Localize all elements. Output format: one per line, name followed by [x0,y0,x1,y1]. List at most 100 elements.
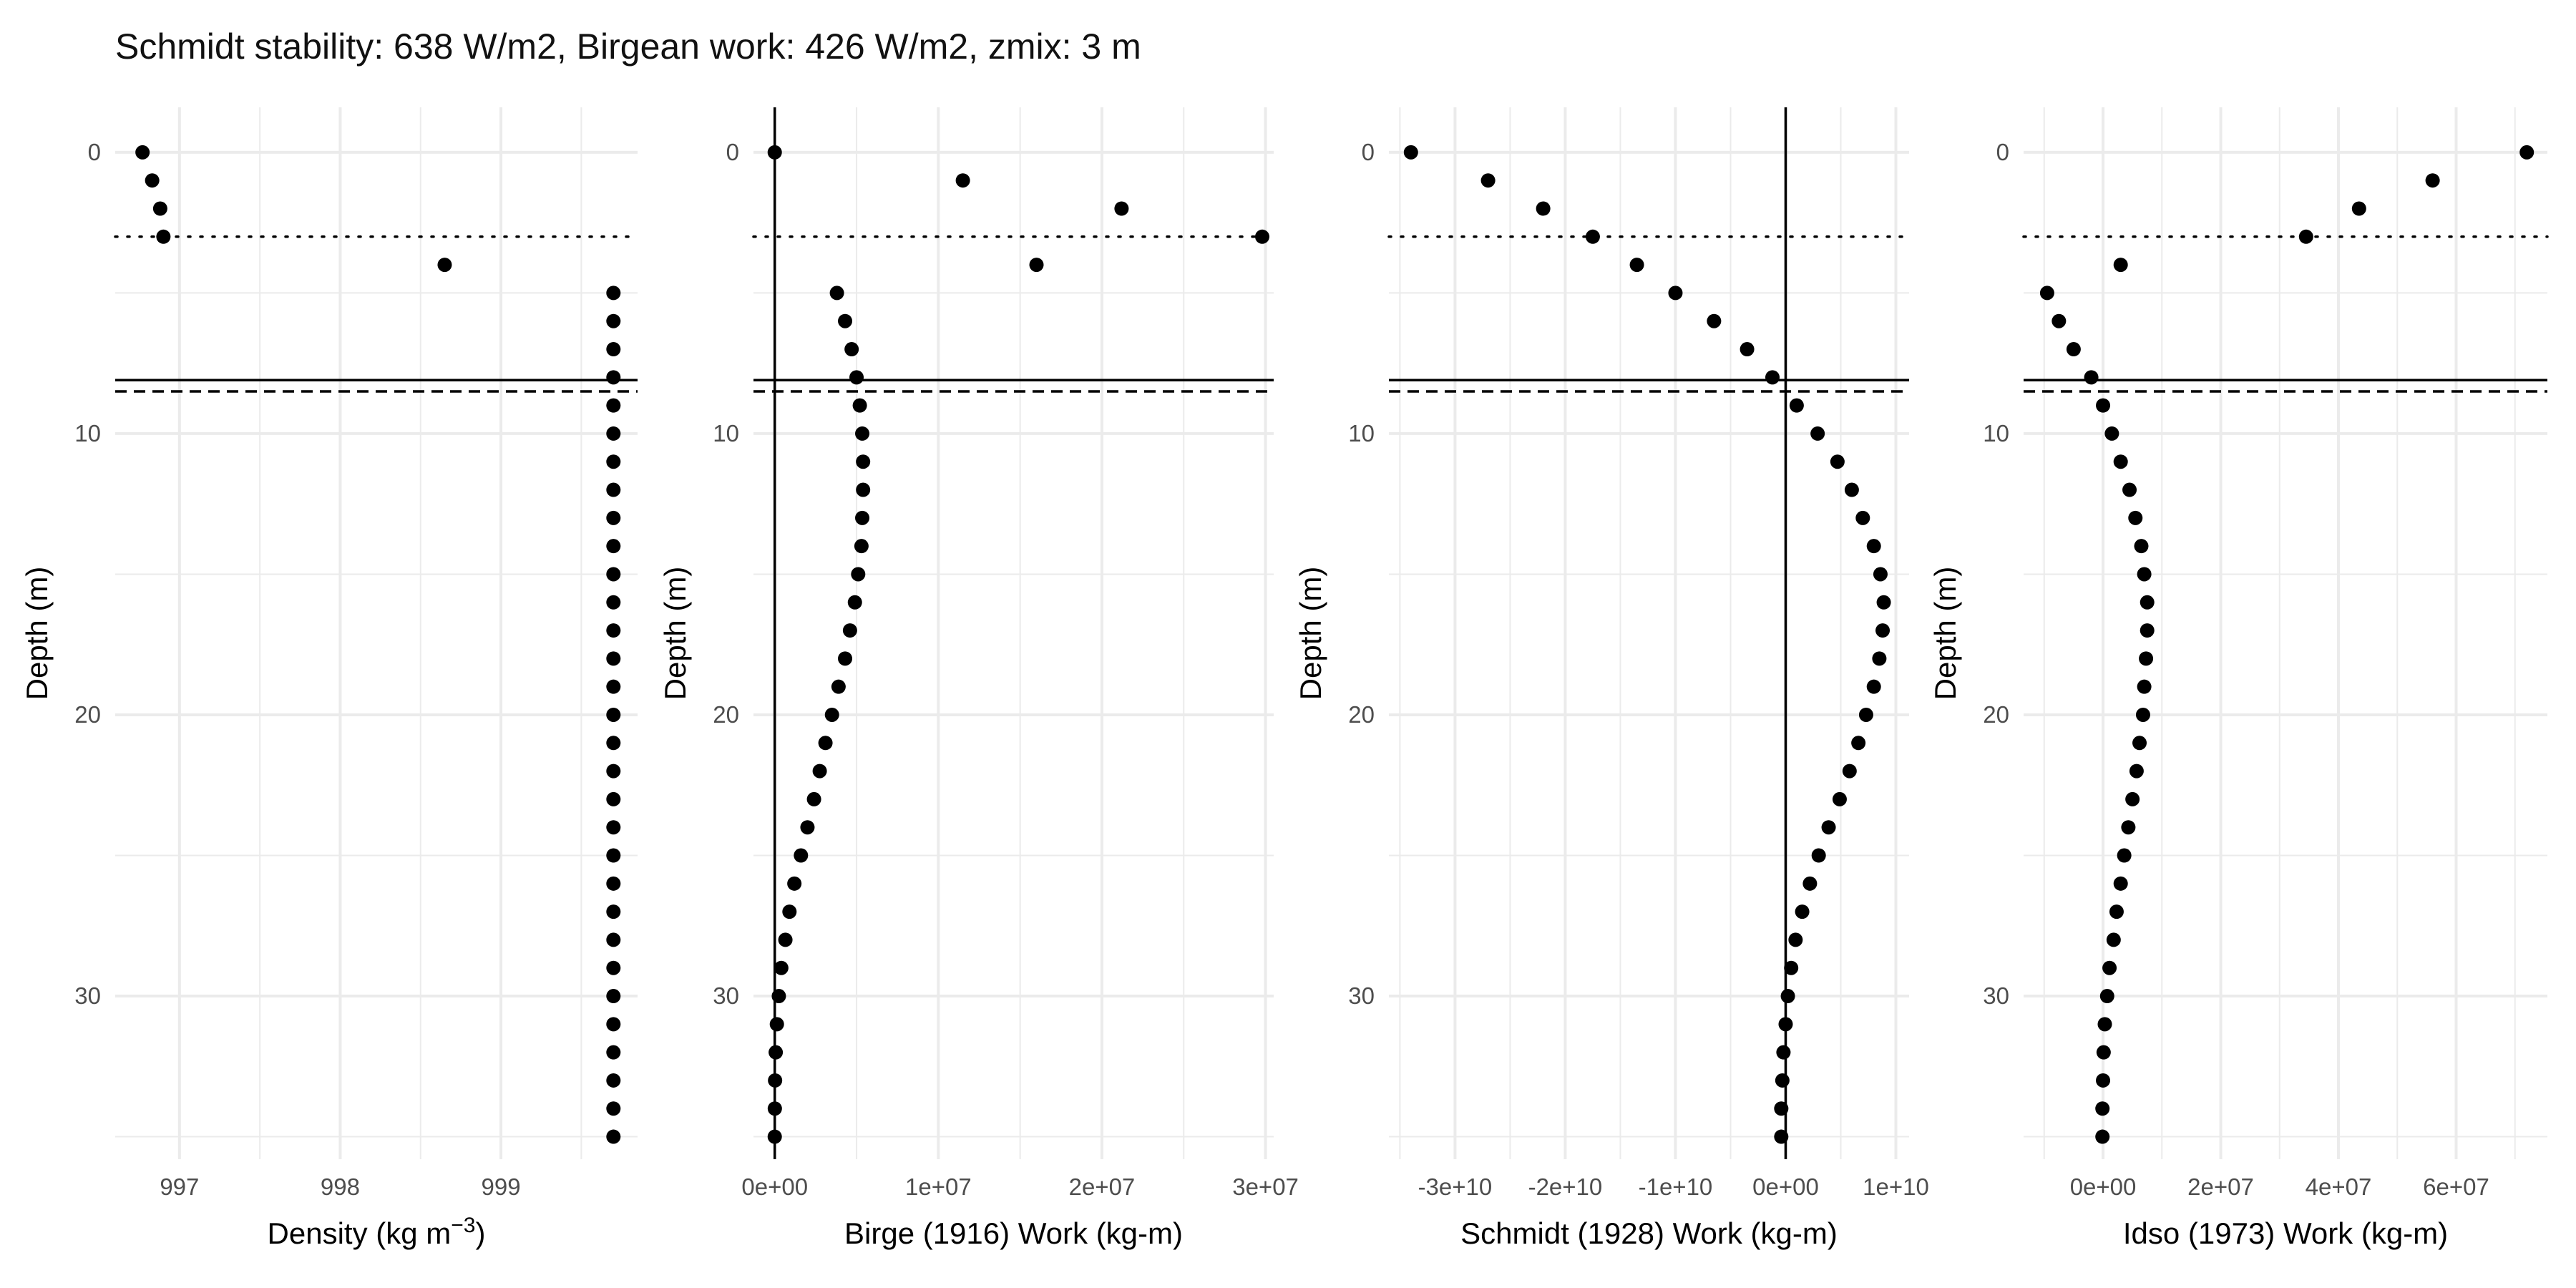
data-point [606,1101,621,1116]
data-point [1872,651,1887,666]
data-point [1480,173,1496,188]
data-point [437,258,452,273]
data-point [794,848,809,863]
data-point [2106,932,2121,947]
y-axis-title: Depth (m) [20,567,54,701]
data-point [606,651,621,666]
data-point [2125,791,2140,806]
y-tick-label: 0 [726,139,739,165]
data-point [606,398,621,413]
data-point [2051,313,2067,328]
data-point [856,482,871,497]
x-tick-label: 0e+00 [2070,1174,2137,1200]
data-point [606,595,621,610]
data-point [831,679,846,694]
data-point [1858,707,1873,722]
data-point [778,932,793,947]
data-point [606,286,621,301]
data-point [2139,651,2154,666]
data-point [838,651,853,666]
y-tick-label: 30 [74,982,101,1009]
y-tick-label: 20 [713,701,739,728]
panel-schmidt: 0 10 20 30 -3e+10 -2e+10 -1e+10 0e+00 1e+10 Depth… [1294,107,1929,1250]
x-tick-label: 0e+00 [1752,1174,1819,1200]
y-axis-title: Depth (m) [658,567,692,701]
x-tick-label: -1e+10 [1639,1174,1713,1200]
data-point [606,876,621,891]
y-axis-title: Depth (m) [1928,567,1962,701]
data-point [854,539,869,554]
panel-density: 0 10 20 30 997 998 999 Depth (m) Density (kg m−3… [20,107,639,1250]
data-point [2121,820,2136,835]
panel-idso: 0 10 20 30 0e+00 2e+07 4e+07 6e+07 Depth (m) Idso… [1928,107,2549,1250]
data-point [606,623,621,638]
data-point [606,1045,621,1060]
y-tick-label: 0 [1996,139,2009,165]
data-point [2113,876,2128,891]
y-tick-label: 20 [1348,701,1375,728]
data-point [1802,876,1818,891]
y-tick-label: 0 [1362,139,1375,165]
x-tick-label: 1e+10 [1863,1174,1929,1200]
y-tick-label: 30 [1983,982,2009,1009]
data-point [1774,1129,1789,1144]
data-point [606,989,621,1004]
data-point [606,510,621,525]
data-point [135,145,150,160]
data-point [1536,201,1551,216]
data-point [856,454,871,469]
data-point [152,201,167,216]
y-tick-label: 10 [1348,420,1375,447]
data-point [2117,848,2132,863]
x-tick-label: 998 [321,1174,360,1200]
data-point [2137,679,2152,694]
data-point [1780,989,1795,1004]
data-point [842,623,857,638]
data-point [2104,426,2119,441]
x-tick-label: 6e+07 [2423,1174,2489,1200]
data-point [855,426,870,441]
data-point [2102,960,2117,975]
data-point [2134,539,2149,554]
x-tick-label: 2e+07 [2187,1174,2254,1200]
data-point [769,1017,784,1032]
data-point [2129,763,2144,779]
data-point [1629,258,1644,273]
x-tick-label: 4e+07 [2306,1174,2372,1200]
data-point [767,1129,782,1144]
data-point [2099,989,2114,1004]
data-point [606,763,621,779]
data-point [2140,623,2155,638]
data-point [2135,707,2150,722]
data-point [787,876,802,891]
data-point [1775,1073,1790,1088]
data-point [606,791,621,806]
x-axis-title: Density (kg m−3) [268,1214,486,1250]
data-point [1029,258,1044,273]
data-point [844,342,859,357]
data-point [606,679,621,694]
data-point [800,820,815,835]
data-point [2066,342,2081,357]
data-point [768,1073,783,1088]
chart-title: Schmidt stability: 638 W/m2, Birgean wor… [115,26,1141,67]
x-tick-label: 0e+00 [741,1174,808,1200]
data-point [824,707,839,722]
x-axis-title: Schmidt (1928) Work (kg-m) [1460,1216,1838,1250]
data-point [2137,567,2152,582]
data-point [2113,454,2128,469]
data-point [2095,1101,2110,1116]
data-point [606,313,621,328]
data-point [2132,736,2147,751]
data-point [606,539,621,554]
data-point [1765,370,1780,385]
data-point [1254,229,1269,244]
data-point [812,763,827,779]
data-point [1851,736,1866,751]
data-point [1740,342,1755,357]
data-point [1403,145,1418,160]
data-point [2096,1045,2111,1060]
x-tick-label: 3e+07 [1232,1174,1299,1200]
y-tick-label: 10 [1983,420,2009,447]
